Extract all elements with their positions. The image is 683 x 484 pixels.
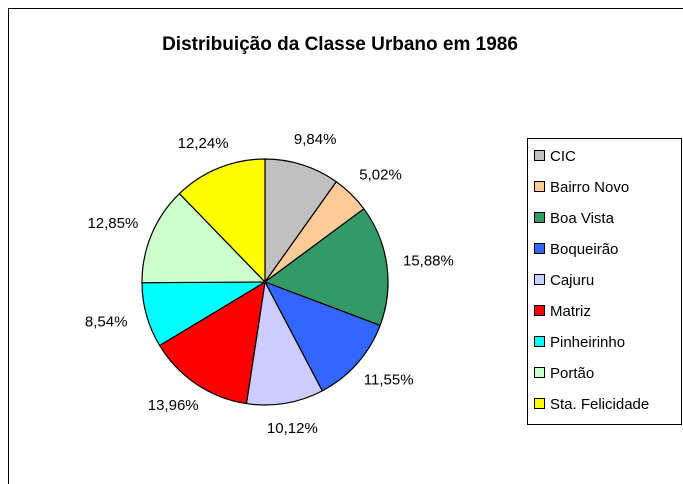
legend-swatch [534, 181, 545, 192]
data-label: 5,02% [359, 167, 402, 184]
legend-box [527, 138, 682, 425]
data-label: 9,84% [294, 131, 337, 148]
legend-label: Matriz [550, 303, 591, 320]
legend-swatch [534, 243, 545, 254]
legend-label: Portão [550, 365, 594, 382]
chart-title: Distribuição da Classe Urbano em 1986 [162, 34, 518, 55]
data-label: 8,54% [85, 313, 128, 330]
legend-label: Cajuru [550, 272, 594, 289]
data-label: 13,96% [148, 397, 199, 414]
pie-slice [264, 158, 338, 284]
pie-slice [158, 280, 266, 405]
legend-swatch [534, 305, 545, 316]
legend-swatch [534, 398, 545, 409]
legend-swatch [534, 367, 545, 378]
legend-label: Boqueirão [550, 241, 618, 258]
data-label: 10,12% [267, 420, 318, 437]
legend-swatch [534, 274, 545, 285]
legend-swatch [534, 336, 545, 347]
legend-label: Pinheirinho [550, 334, 625, 351]
data-label: 12,24% [178, 135, 229, 152]
legend-swatch [534, 150, 545, 161]
pie-slice [263, 207, 389, 327]
pie-slice [245, 280, 324, 406]
legend-label: Bairro Novo [550, 179, 629, 196]
legend-label: CIC [550, 148, 576, 165]
legend-label: Sta. Felicidade [550, 396, 649, 413]
legend-label: Boa Vista [550, 210, 615, 227]
data-label: 12,85% [87, 215, 138, 232]
pie-slice [263, 280, 381, 392]
pie-slice [141, 192, 267, 284]
legend-swatch [534, 212, 545, 223]
pie-slice [178, 158, 266, 284]
data-label: 11,55% [364, 372, 414, 389]
data-label: 15,88% [403, 252, 454, 269]
